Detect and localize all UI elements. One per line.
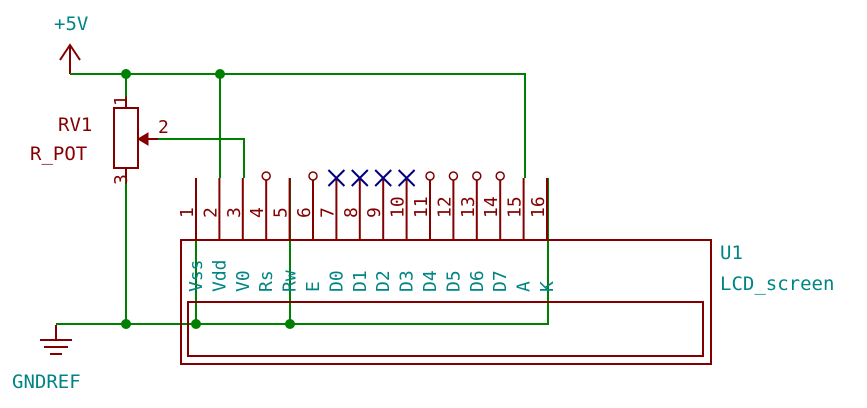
pin-number: 7 xyxy=(317,207,338,218)
pin-name: D0 xyxy=(326,270,347,292)
junction-dot xyxy=(285,319,295,329)
pin-name: Vdd xyxy=(209,259,230,292)
pot-value: R_POT xyxy=(30,143,87,165)
pot-reference: RV1 xyxy=(58,114,92,136)
lcd-reference: U1 xyxy=(720,242,743,264)
pot-pin-2: 2 xyxy=(158,117,169,138)
pin-name: D2 xyxy=(373,270,394,292)
junction-dot xyxy=(215,69,225,79)
vcc-power-symbol[interactable]: +5V xyxy=(54,13,88,74)
pin-number: 5 xyxy=(271,207,292,218)
pin-number: 3 xyxy=(224,207,245,218)
pin-name: Rw xyxy=(280,270,301,292)
junction-dot xyxy=(121,69,131,79)
lcd-pin-5[interactable]: 5 Rw xyxy=(271,178,301,292)
pin-end-circle-icon xyxy=(472,171,482,181)
pin-name: D5 xyxy=(443,270,464,292)
gnd-label: GNDREF xyxy=(12,371,81,393)
pin-number: 10 xyxy=(388,196,409,218)
junction-dot xyxy=(121,319,131,329)
no-connect-icon xyxy=(351,169,369,187)
lcd-pin-16[interactable]: 16 K xyxy=(528,178,558,292)
lcd-pin-13[interactable]: 13 D6 xyxy=(458,171,488,292)
no-connect-icon xyxy=(327,169,346,187)
pin-number: 4 xyxy=(247,207,268,218)
lcd-pin-6[interactable]: 6E xyxy=(294,171,324,292)
no-connect-icon xyxy=(397,169,416,187)
lcd-pin-1[interactable]: 1 Vss xyxy=(177,178,207,292)
pin-number: 13 xyxy=(458,196,479,218)
pin-number: 11 xyxy=(411,196,432,218)
pin-number: 12 xyxy=(434,196,455,218)
lcd-pin-14[interactable]: 14 D7 xyxy=(481,171,511,292)
pin-number: 8 xyxy=(341,207,362,218)
pin-name: Rs xyxy=(256,270,277,292)
junctions xyxy=(121,69,295,329)
pin-name: K xyxy=(537,281,558,292)
pin-name: Vss xyxy=(186,259,207,292)
pin-number: 16 xyxy=(528,196,549,218)
gnd-power-symbol[interactable]: GNDREF xyxy=(12,325,81,393)
pin-number: 2 xyxy=(200,207,221,218)
potentiometer-body xyxy=(113,107,139,169)
lcd-pin-2[interactable]: 2 Vdd xyxy=(200,178,230,292)
pin-name: D4 xyxy=(420,270,441,292)
pin-number: 15 xyxy=(505,196,526,218)
lcd-pin-8[interactable]: 8 D1 xyxy=(341,169,371,292)
pin-number: 6 xyxy=(294,207,315,218)
lcd-pin-3[interactable]: 3 V0 xyxy=(224,178,254,292)
lcd-pin-15[interactable]: 15 A xyxy=(505,178,535,292)
pin-number: 14 xyxy=(481,196,502,218)
pin-name: A xyxy=(514,281,535,292)
vcc-label: +5V xyxy=(54,13,88,35)
lcd-pin-11[interactable]: 11 D4 xyxy=(411,171,441,292)
junction-dot xyxy=(191,319,201,329)
lcd-pins: 1Vss2Vdd3V04Rs5Rw6E7D08D19D210D311D412D5… xyxy=(177,169,558,292)
wire-wiper-to-v0[interactable] xyxy=(158,138,245,178)
pin-name: D1 xyxy=(350,270,371,292)
pin-name: E xyxy=(303,281,324,292)
pin-name: D6 xyxy=(467,270,488,292)
lcd-pin-12[interactable]: 12 D5 xyxy=(434,171,464,292)
pin-end-circle-icon xyxy=(308,171,318,181)
pin-name: D3 xyxy=(397,270,418,292)
no-connect-icon xyxy=(374,169,392,187)
wiper-arrow-icon xyxy=(137,132,149,146)
lcd-pin-9[interactable]: 9 D2 xyxy=(364,169,394,292)
pin-number: 9 xyxy=(364,207,385,218)
pin-end-circle-icon xyxy=(495,171,505,181)
lcd-screen-area xyxy=(187,301,704,357)
lcd-u1[interactable]: U1 LCD_screen 1Vss2Vdd3V04Rs5Rw6E7D08D19… xyxy=(177,169,834,365)
pot-pin-3: 3 xyxy=(111,174,132,185)
pin-number: 1 xyxy=(177,207,198,218)
pin-name: D7 xyxy=(490,270,511,292)
lcd-outline xyxy=(180,239,712,365)
lcd-pin-10[interactable]: 10 D3 xyxy=(388,169,418,292)
pot-pin-1: 1 xyxy=(111,95,132,106)
pin-name: V0 xyxy=(233,270,254,292)
pin-end-circle-icon xyxy=(425,171,435,181)
potentiometer-rv1[interactable]: 1 2 3 RV1 R_POT xyxy=(30,95,169,185)
pin-end-circle-icon xyxy=(448,171,459,181)
pin-end-circle-icon xyxy=(261,171,271,181)
lcd-pin-7[interactable]: 7 D0 xyxy=(317,169,347,292)
lcd-value: LCD_screen xyxy=(720,273,834,295)
lcd-pin-4[interactable]: 4 Rs xyxy=(247,171,277,292)
